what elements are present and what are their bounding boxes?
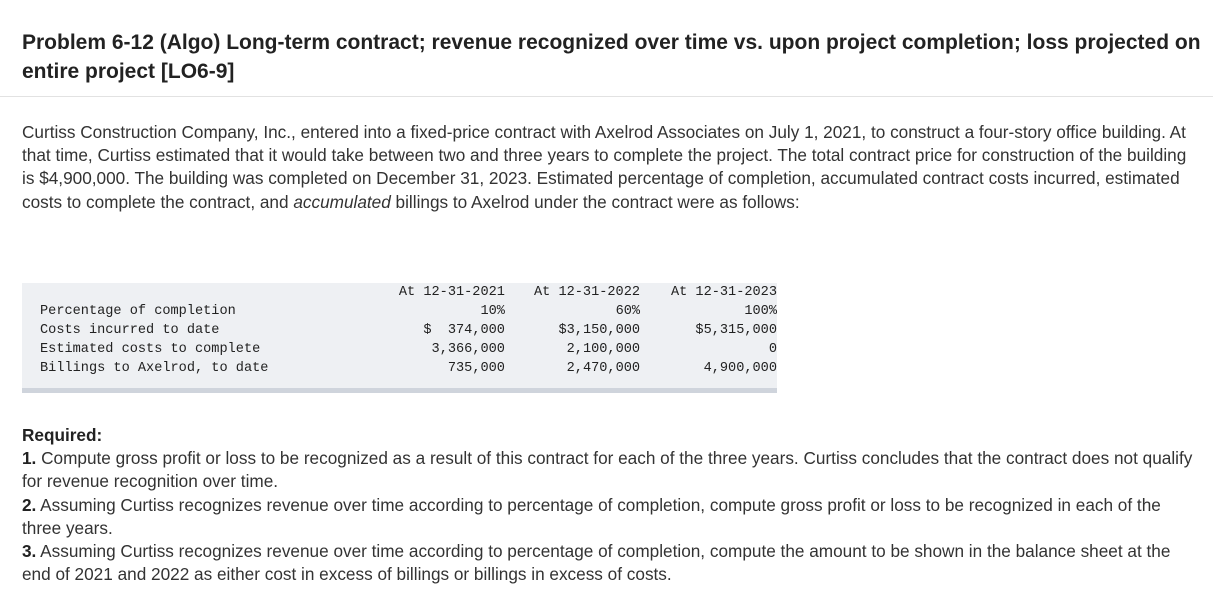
cell-2021: 10% bbox=[480, 304, 505, 319]
cell-2022: 2,470,000 bbox=[566, 361, 641, 376]
cell-2022: $3,150,000 bbox=[558, 323, 641, 338]
required-item-3: 3. Assuming Curtiss recognizes revenue o… bbox=[22, 540, 1197, 586]
item-number: 3. bbox=[22, 541, 37, 562]
intro-italic-word: accumulated bbox=[293, 191, 391, 212]
row-label: Billings to Axelrod, to date bbox=[40, 361, 269, 376]
item-text: Assuming Curtiss recognizes revenue over… bbox=[22, 541, 1171, 585]
cell-2021: 3,366,000 bbox=[431, 342, 505, 357]
problem-intro: Curtiss Construction Company, Inc., ente… bbox=[22, 121, 1202, 214]
required-heading: Required: bbox=[22, 425, 103, 445]
table-header-row: At 12-31-2021 At 12-31-2022 At 12-31-202… bbox=[22, 283, 777, 302]
item-number: 1. bbox=[22, 448, 37, 469]
contract-data-table: At 12-31-2021 At 12-31-2022 At 12-31-202… bbox=[22, 283, 777, 393]
header-2022: At 12-31-2022 bbox=[504, 283, 641, 302]
title-divider bbox=[0, 96, 1213, 97]
required-item-1: 1. Compute gross profit or loss to be re… bbox=[22, 447, 1197, 493]
row-label: Percentage of completion bbox=[40, 304, 236, 319]
header-2021: At 12-31-2021 bbox=[378, 283, 505, 302]
cell-2021: 735,000 bbox=[447, 361, 505, 376]
intro-text-start: Curtiss Construction Company, Inc., ente… bbox=[22, 122, 1187, 212]
table-row: Estimated costs to complete 3,366,000 2,… bbox=[22, 340, 777, 359]
item-text: Assuming Curtiss recognizes revenue over… bbox=[22, 494, 1161, 538]
table-bottom-bar bbox=[22, 388, 777, 393]
header-label-blank bbox=[22, 283, 379, 302]
table-row: Costs incurred to date $ 374,000 $3,150,… bbox=[22, 321, 777, 340]
intro-text-end: billings to Axelrod under the contract w… bbox=[390, 191, 800, 212]
cell-2021: $ 374,000 bbox=[423, 323, 505, 338]
cell-2022: 60% bbox=[615, 304, 641, 319]
header-2023: At 12-31-2023 bbox=[640, 283, 777, 302]
row-label: Costs incurred to date bbox=[40, 323, 220, 338]
contract-table: At 12-31-2021 At 12-31-2022 At 12-31-202… bbox=[22, 283, 777, 378]
cell-2023: 100% bbox=[744, 304, 777, 319]
cell-2022: 2,100,000 bbox=[566, 342, 641, 357]
item-text: Compute gross profit or loss to be recog… bbox=[22, 448, 1193, 492]
cell-2023: $5,315,000 bbox=[695, 323, 777, 338]
cell-2023: 0 bbox=[768, 342, 777, 357]
row-label: Estimated costs to complete bbox=[40, 342, 261, 357]
problem-title: Problem 6-12 (Algo) Long-term contract; … bbox=[22, 31, 1201, 83]
item-number: 2. bbox=[22, 494, 37, 515]
required-item-2: 2. Assuming Curtiss recognizes revenue o… bbox=[22, 494, 1197, 540]
cell-2023: 4,900,000 bbox=[703, 361, 777, 376]
required-section: Required: 1. Compute gross profit or los… bbox=[22, 424, 1197, 586]
table-row: Billings to Axelrod, to date 735,000 2,4… bbox=[22, 359, 777, 378]
table-row: Percentage of completion 10% 60% 100% bbox=[22, 302, 777, 321]
